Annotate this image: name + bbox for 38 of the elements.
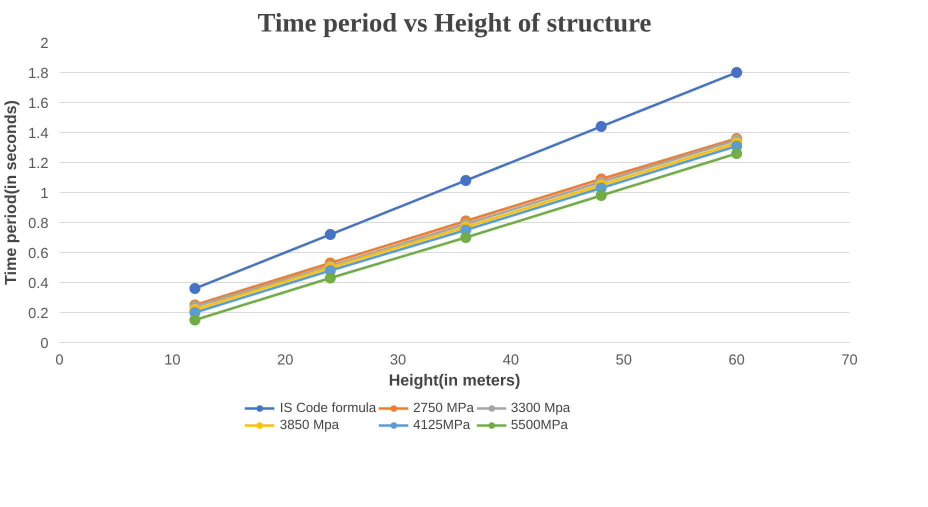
legend-label: 3300 Mpa	[510, 400, 570, 415]
point	[596, 190, 607, 201]
legend-label: 3850 Mpa	[280, 417, 340, 432]
y-tick-label: 0.6	[28, 246, 48, 262]
point	[189, 283, 200, 294]
x-tick-label: 40	[502, 352, 520, 368]
y-axis-title: Time period(in seconds)	[3, 100, 20, 285]
x-tick-label: 0	[55, 352, 64, 368]
point	[731, 148, 742, 159]
chart-title: Time period vs Height of structure	[258, 8, 652, 38]
point	[460, 175, 472, 186]
y-tick-label: 1	[40, 186, 49, 202]
y-tick-label: 1.6	[28, 96, 48, 112]
x-tick-label: 70	[841, 352, 858, 368]
point	[324, 229, 336, 240]
point	[596, 121, 607, 132]
x-tick-label: 20	[277, 352, 294, 368]
x-tick-label: 60	[728, 352, 745, 368]
y-tick-label: 1.2	[28, 156, 48, 172]
x-axis-title: Height(in meters)	[388, 372, 520, 390]
y-tick-label: 2	[40, 36, 49, 52]
legend-label: IS Code formula	[280, 400, 376, 415]
point	[731, 67, 742, 78]
point	[189, 314, 200, 326]
y-tick-label: 0	[40, 336, 49, 352]
legend-label: 2750 MPa	[413, 400, 474, 415]
point	[460, 232, 472, 243]
legend-label: 5500MPa	[510, 417, 568, 432]
y-tick-label: 0.2	[28, 306, 48, 322]
x-tick-label: 10	[164, 352, 181, 368]
y-tick-label: 1.8	[28, 66, 48, 82]
y-tick-label: 0.8	[28, 216, 48, 232]
x-tick-label: 30	[390, 352, 406, 368]
x-tick-label: 50	[616, 352, 632, 368]
y-tick-label: 0.4	[28, 276, 48, 292]
point	[324, 272, 336, 284]
y-tick-label: 1.4	[28, 126, 48, 142]
legend-label: 4125MPa	[413, 417, 470, 432]
